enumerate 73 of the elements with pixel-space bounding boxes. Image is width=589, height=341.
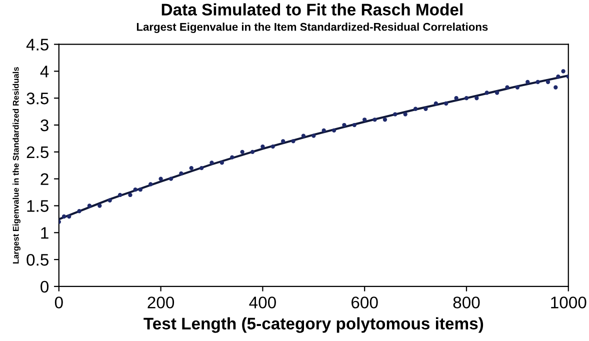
point [270, 144, 275, 149]
point [515, 85, 520, 90]
x-axis-title: Test Length (5-category polytomous items) [144, 317, 484, 333]
y-tick-label: 2.5 [26, 146, 48, 158]
y-tick-label: 3.5 [26, 92, 48, 104]
point [158, 176, 163, 181]
point [494, 90, 500, 95]
point [280, 139, 286, 144]
point [434, 101, 438, 106]
point [454, 96, 458, 100]
point [148, 182, 153, 186]
x-tick-label: 1000 [551, 296, 586, 308]
point [424, 106, 428, 111]
x-tick-label: 600 [352, 296, 378, 308]
x-tick-label: 400 [249, 296, 276, 308]
point [413, 106, 418, 111]
point [526, 80, 530, 84]
y-tick-label: 1 [41, 227, 48, 239]
point [342, 122, 346, 128]
point [332, 128, 336, 132]
point [179, 171, 184, 176]
point [382, 118, 388, 122]
y-tick-label: 4 [40, 66, 49, 78]
point [546, 80, 550, 84]
y-tick-label: 0 [40, 280, 49, 293]
y-tick-label: 0.5 [26, 254, 48, 266]
point [474, 96, 479, 100]
point [67, 214, 72, 219]
point [372, 118, 377, 122]
point [312, 134, 316, 138]
point [362, 118, 367, 122]
point [260, 144, 265, 149]
point [536, 80, 540, 84]
point [189, 166, 194, 170]
point [464, 96, 469, 100]
point [403, 112, 408, 116]
point [322, 128, 326, 132]
point [168, 176, 174, 181]
point [444, 101, 448, 106]
y-tick-label: 2 [40, 173, 48, 185]
y-tick-label: 1.5 [27, 200, 48, 212]
y-axis-title: Largest Eigenvalue in the Standardized Residuals [12, 67, 20, 264]
point [98, 204, 102, 208]
point [240, 150, 244, 154]
point [352, 122, 356, 128]
point [210, 160, 214, 165]
point [556, 74, 560, 79]
point [250, 150, 255, 154]
point [199, 166, 204, 170]
point [128, 192, 132, 198]
x-tick-label: 800 [453, 296, 480, 308]
point [87, 204, 92, 208]
point [505, 85, 510, 90]
x-tick-label: 0 [54, 296, 63, 308]
point [561, 69, 566, 74]
y-tick-label: 4.5 [26, 38, 48, 51]
point [220, 160, 224, 165]
point [230, 155, 234, 160]
point [393, 112, 398, 116]
point [301, 134, 306, 138]
point [118, 192, 122, 198]
point [554, 85, 558, 90]
point [484, 90, 489, 95]
chart-subtitle: Largest Eigenvalue in the Item Standardized-Residual Correlations [136, 22, 488, 34]
point [133, 188, 138, 192]
chart-title: Data Simulated to Fit the Rasch Model [162, 3, 462, 16]
point [291, 139, 296, 144]
point [108, 198, 112, 202]
x-tick-label: 200 [148, 296, 174, 308]
y-tick-label: 3 [40, 119, 48, 132]
point [138, 188, 142, 192]
point [62, 214, 66, 219]
point [77, 209, 82, 214]
